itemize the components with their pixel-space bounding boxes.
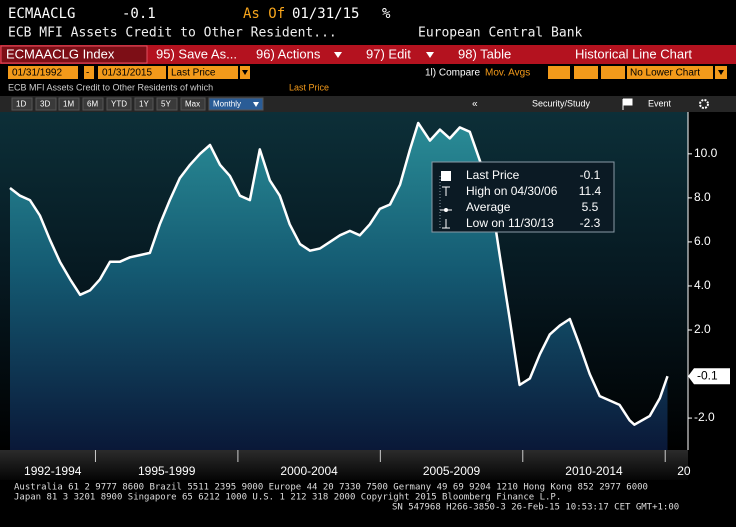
legend-value: -2.3: [580, 216, 601, 230]
x-tick-label: 2010-2014: [565, 464, 623, 478]
last-price-label: -0.1: [697, 368, 718, 382]
gear-icon[interactable]: [699, 99, 709, 109]
legend-value: 11.4: [579, 184, 602, 198]
legend-box: [431, 161, 615, 233]
legend-label: Average: [466, 200, 511, 214]
y-tick-label: 10.0: [694, 146, 718, 160]
y-tick-label: -2.0: [694, 410, 715, 424]
footer-line: SN 547968 H266-3850-3 26-Feb-15 10:53:17…: [392, 503, 679, 513]
range-button-label: YTD: [111, 100, 127, 109]
flag-icon: [622, 98, 633, 110]
range-button-label: 5Y: [161, 100, 171, 109]
range-button-label: 1D: [16, 100, 26, 109]
description: ECB MFI Assets Credit to Other Resident.…: [8, 26, 337, 41]
range-button[interactable]: [134, 97, 154, 111]
mov-avgs[interactable]: Mov. Avgs: [485, 68, 530, 79]
unit: %: [382, 6, 391, 22]
toolbar-button-label: 98) Table: [458, 46, 511, 61]
security-box[interactable]: [0, 45, 148, 64]
x-tick-label: 1992-1994: [24, 464, 82, 478]
input-box[interactable]: [168, 66, 238, 79]
ticker: ECMAACLG: [8, 6, 75, 22]
dropdown-arrow: [253, 102, 259, 107]
field: Last Price: [171, 68, 216, 79]
toolbar-button[interactable]: [454, 46, 522, 63]
range-button[interactable]: [180, 97, 206, 111]
range-button[interactable]: [82, 97, 104, 111]
y-tick-label: 8.0: [694, 190, 711, 204]
input-box[interactable]: [8, 66, 78, 79]
toolbar-button-label: 97) Edit: [366, 46, 411, 61]
collapse-button[interactable]: «: [472, 99, 478, 110]
y-tick-label: 2.0: [694, 322, 711, 336]
end-date: 01/31/2015: [102, 68, 152, 79]
range-button-label: 6M: [87, 100, 98, 109]
legend-swatch: [441, 171, 451, 181]
dropdown-arrow: [426, 52, 434, 58]
range-button[interactable]: [11, 97, 33, 111]
footer-line: Australia 61 2 9777 8600 Brazil 5511 239…: [14, 483, 648, 493]
range-button-label: Monthly: [213, 100, 241, 109]
last-price-tag: [688, 368, 730, 385]
security: ECMAACLG Index: [6, 46, 115, 61]
source: European Central Bank: [418, 26, 583, 41]
as-of-label: As Of: [243, 6, 285, 22]
view-title: Historical Line Chart: [575, 46, 692, 61]
x-tick-label: 1995-1999: [138, 464, 196, 478]
high-icon: [442, 186, 450, 196]
plot: [9, 121, 669, 450]
lower-chart: No Lower Chart: [630, 68, 700, 79]
toolbar-button[interactable]: [152, 46, 244, 63]
footer-line: Japan 81 3 3201 8900 Singapore 65 6212 1…: [14, 493, 561, 503]
series-title: ECB MFI Assets Credit to Other Residents…: [8, 82, 213, 92]
toolbar-button[interactable]: [362, 46, 436, 63]
dropdown-arrow: [242, 70, 248, 75]
input-box[interactable]: [601, 66, 625, 79]
range-button[interactable]: [208, 97, 264, 111]
legend-label: High on 04/30/06: [466, 184, 558, 198]
toolbar-button[interactable]: [252, 46, 344, 63]
x-tick-label: 20: [677, 464, 691, 478]
input-box[interactable]: [627, 66, 713, 79]
legend-label: Low on 11/30/13: [466, 216, 554, 230]
input-box[interactable]: [574, 66, 598, 79]
range-button[interactable]: [156, 97, 178, 111]
legend-label: Last Price: [466, 168, 520, 182]
legend-value: 5.5: [582, 200, 599, 214]
y-tick-label: 4.0: [694, 278, 711, 292]
y-tick-label: 6.0: [694, 234, 711, 248]
x-axis-band: [0, 450, 688, 480]
security-study[interactable]: Security/Study: [532, 98, 591, 108]
dropdown-arrow: [718, 70, 724, 75]
range-button-label: 1Y: [139, 100, 149, 109]
last-value: -0.1: [122, 6, 156, 22]
range-button[interactable]: [58, 97, 80, 111]
input-box: [84, 66, 94, 79]
toolbar-button-label: 96) Actions: [256, 46, 321, 61]
toolbar-button-label: 95) Save As...: [156, 46, 237, 61]
dropdown-arrow: [334, 52, 342, 58]
event[interactable]: Event: [648, 98, 672, 108]
compare[interactable]: 1l) Compare: [425, 68, 480, 79]
price-line: [9, 121, 669, 426]
x-tick-label: 2000-2004: [280, 464, 338, 478]
input-box[interactable]: [98, 66, 166, 79]
legend-value: -0.1: [580, 168, 601, 182]
as-of-date: 01/31/15: [292, 6, 359, 22]
range-button[interactable]: [35, 97, 57, 111]
separator: -: [86, 68, 89, 79]
area-fill: [10, 123, 668, 450]
x-tick-label: 2005-2009: [423, 464, 481, 478]
range-button-label: 1M: [63, 100, 74, 109]
average-icon: [444, 208, 448, 212]
start-date: 01/31/1992: [12, 68, 62, 79]
range-button-label: 3D: [40, 100, 50, 109]
series-field: Last Price: [289, 82, 329, 92]
range-button-label: Max: [185, 100, 200, 109]
low-icon: [442, 219, 450, 229]
range-button[interactable]: [106, 97, 132, 111]
input-box[interactable]: [548, 66, 570, 79]
